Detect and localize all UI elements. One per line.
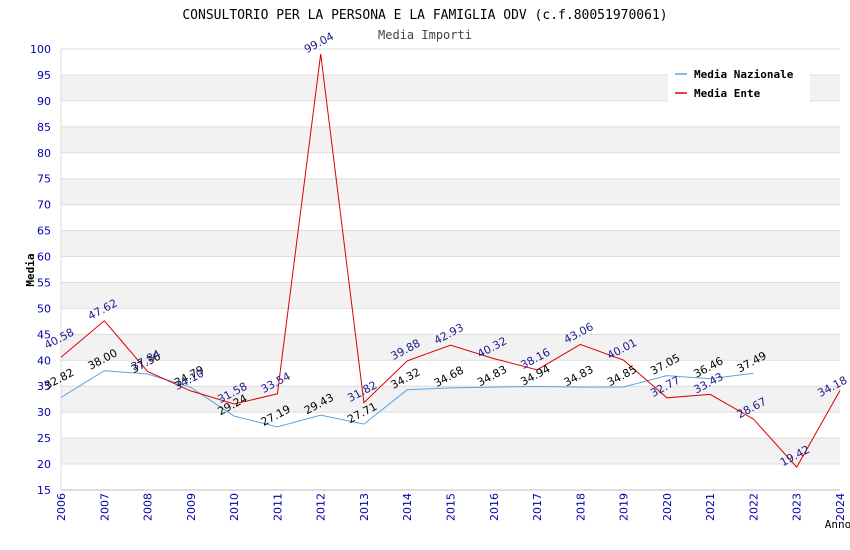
x-axis: 2006 2007 2008 2009 2010 2011 2012 2013 2014 2015… [55, 493, 847, 521]
y-tick-label: 95 [37, 69, 51, 82]
grid-band [61, 282, 840, 309]
y-tick-label: 65 [37, 225, 51, 238]
y-tick-label: 75 [37, 173, 51, 186]
x-tick-label: 2024 [834, 493, 847, 521]
y-tick-label: 35 [37, 380, 51, 393]
x-tick-label: 2011 [271, 493, 284, 521]
legend: Media Nazionale Media Ente [668, 58, 810, 102]
x-tick-label: 2016 [488, 493, 501, 521]
background-bands [60, 48, 840, 491]
legend-label-media-nazionale: Media Nazionale [694, 68, 794, 81]
x-tick-label: 2012 [315, 493, 328, 521]
legend-label-media-ente: Media Ente [694, 87, 761, 100]
x-tick-label: 2021 [704, 493, 717, 521]
x-tick-label: 2009 [185, 493, 198, 521]
series-line-media-nazionale [60, 370, 754, 428]
x-tick-label: 2014 [401, 493, 414, 521]
y-tick-label: 20 [37, 458, 51, 471]
data-label-media-nazionale: 34.85 [605, 363, 639, 389]
y-tick-label: 55 [37, 276, 51, 289]
y-tick-label: 60 [37, 251, 51, 264]
x-tick-label: 2015 [445, 493, 458, 521]
series-line-media-ente [60, 53, 841, 468]
y-tick-label: 30 [37, 406, 51, 419]
y-axis-label: Media [24, 253, 37, 286]
y-tick-label: 70 [37, 199, 51, 212]
x-tick-label: 2017 [531, 493, 544, 521]
grid-band [61, 438, 840, 465]
x-axis-label: Anno [825, 518, 850, 531]
x-tick-label: 2020 [661, 493, 674, 521]
data-label-media-nazionale: 34.83 [475, 363, 509, 389]
grid-band [61, 178, 840, 205]
x-tick-label: 2019 [618, 493, 631, 521]
legend-box [668, 58, 810, 102]
grid-band [61, 230, 840, 257]
y-axis: 15 20 25 30 35 40 45 50 55 60 65 70 75 80 85 90 95 100 [30, 43, 51, 497]
y-tick-label: 40 [37, 354, 51, 367]
x-tick-label: 2008 [142, 493, 155, 521]
y-tick-label: 15 [37, 484, 51, 497]
y-tick-label: 85 [37, 121, 51, 134]
y-tick-label: 100 [30, 43, 51, 56]
chart-title: CONSULTORIO PER LA PERSONA E LA FAMIGLIA… [182, 8, 667, 23]
y-tick-label: 45 [37, 328, 51, 341]
x-tick-label: 2022 [747, 493, 760, 521]
chart-subtitle: Media Importi [378, 28, 472, 42]
x-tick-label: 2007 [98, 493, 111, 521]
data-label-media-nazionale: 34.83 [562, 363, 596, 389]
series-lines [60, 53, 841, 468]
x-tick-label: 2006 [55, 493, 68, 521]
x-tick-label: 2013 [358, 493, 371, 521]
x-tick-label: 2010 [228, 493, 241, 521]
y-tick-label: 50 [37, 302, 51, 315]
grid-band [61, 126, 840, 153]
x-tick-label: 2018 [574, 493, 587, 521]
y-tick-label: 25 [37, 432, 51, 445]
data-label-media-ente: 99.04 [302, 30, 336, 56]
x-tick-label: 2023 [791, 493, 804, 521]
grid-band [61, 334, 840, 361]
y-tick-label: 80 [37, 147, 51, 160]
y-tick-label: 90 [37, 95, 51, 108]
